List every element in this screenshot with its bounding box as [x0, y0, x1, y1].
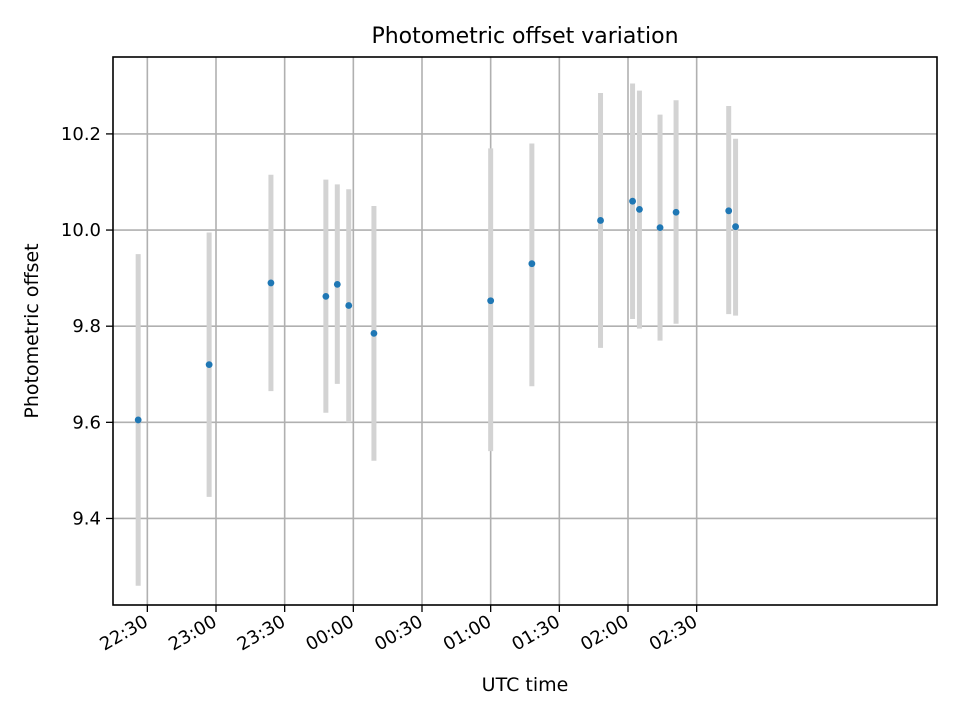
data-point	[528, 260, 536, 268]
x-axis-label: UTC time	[482, 674, 569, 696]
data-point	[656, 224, 664, 232]
plot-frame	[112, 56, 938, 606]
y-tick-label: 10.0	[61, 220, 101, 241]
data-point	[322, 292, 330, 300]
data-point	[345, 302, 353, 309]
data-point	[636, 205, 643, 213]
data-point	[267, 279, 275, 287]
data-point	[725, 207, 733, 215]
data-point	[732, 223, 739, 231]
data-point	[629, 197, 636, 205]
y-axis-label: Photometric offset	[21, 243, 43, 418]
data-point	[672, 208, 680, 216]
data-point	[134, 416, 142, 424]
y-tick-label: 9.6	[72, 412, 101, 433]
data-points	[134, 197, 739, 424]
y-tick-label: 10.2	[61, 124, 101, 145]
data-point	[205, 361, 213, 369]
chart-title: Photometric offset variation	[371, 24, 678, 49]
data-point	[597, 217, 604, 224]
data-point	[487, 297, 495, 305]
y-tick-label: 9.4	[72, 508, 101, 529]
y-axis-ticks: 9.4 9.6 9.8 10.0 10.2	[61, 124, 113, 529]
y-tick-label: 9.8	[72, 316, 101, 337]
data-point	[333, 280, 341, 288]
data-point	[370, 330, 378, 337]
